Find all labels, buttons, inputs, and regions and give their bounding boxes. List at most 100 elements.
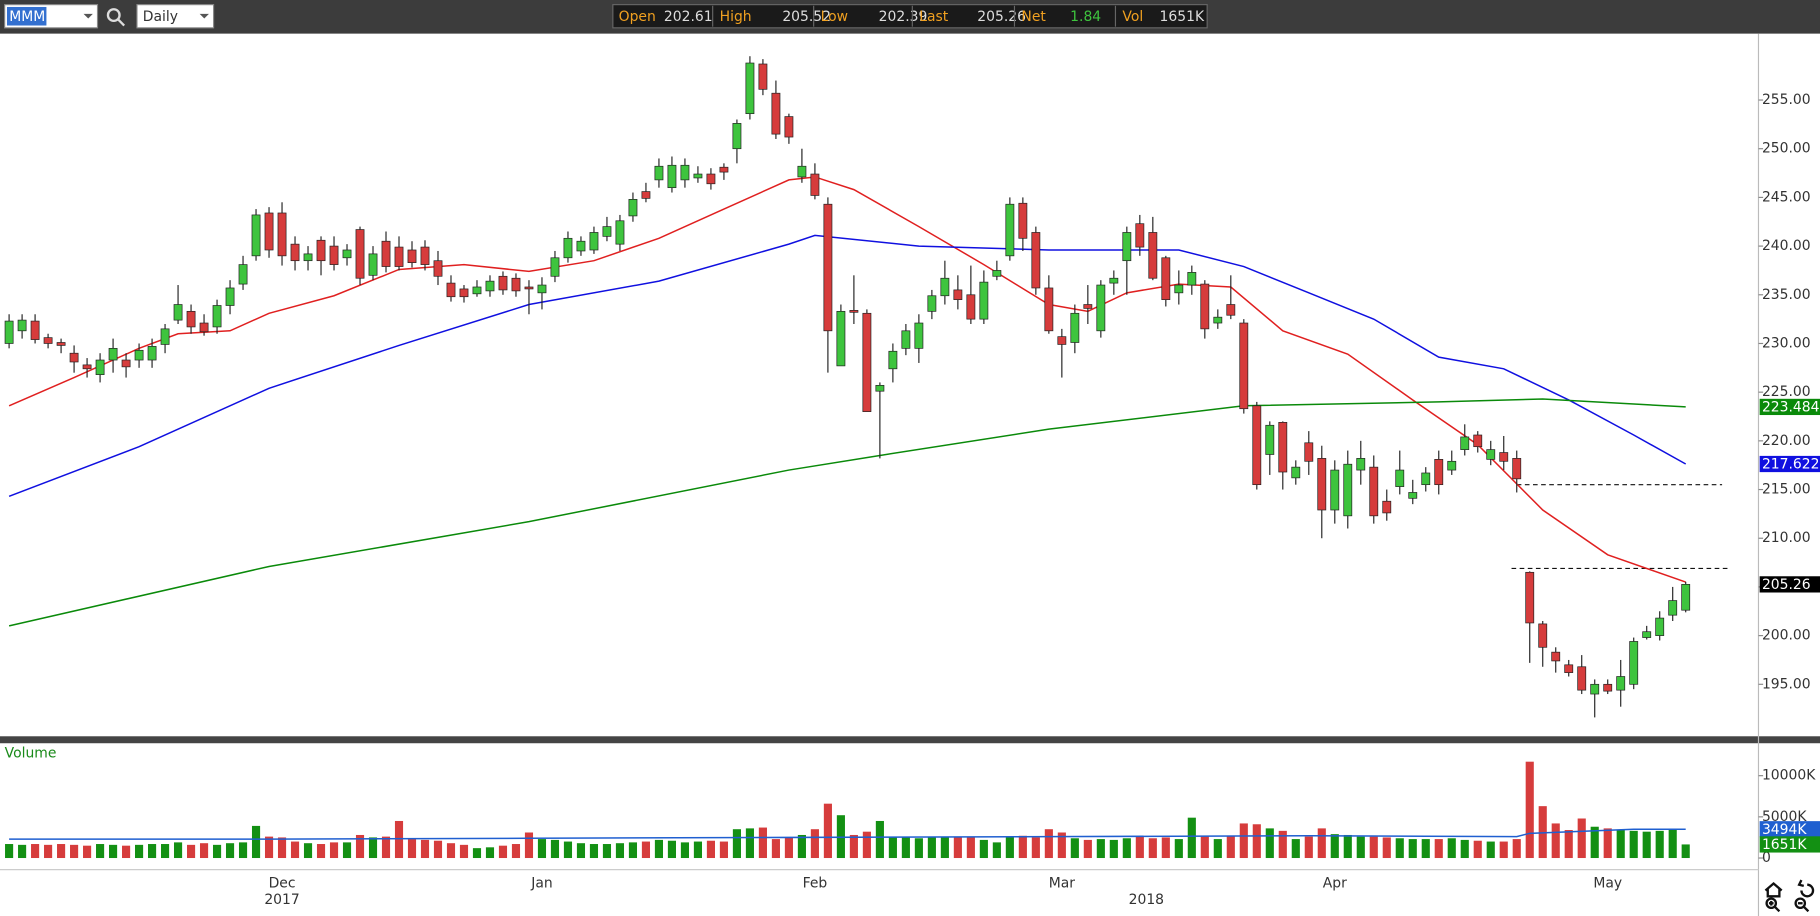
- volume-bar: [1161, 837, 1170, 859]
- volume-bar: [875, 820, 884, 859]
- candle-body: [1460, 436, 1470, 450]
- candle-body: [1200, 283, 1210, 330]
- volume-bar: [433, 840, 443, 859]
- volume-bar: [628, 842, 638, 859]
- quote-value: 205.26: [977, 9, 1026, 25]
- candle-body: [992, 270, 1002, 277]
- volume-bar: [1642, 831, 1651, 859]
- volume-bar: [615, 843, 625, 859]
- candle-body: [407, 249, 417, 263]
- candle-body: [745, 62, 755, 115]
- candle-body: [1161, 257, 1171, 301]
- volume-bar: [953, 837, 962, 859]
- y-tick-label: 0: [1762, 850, 1771, 866]
- volume-bar: [44, 844, 53, 859]
- candle-body: [394, 246, 404, 267]
- candle-body: [4, 320, 14, 344]
- moving-average: [8, 176, 1686, 583]
- candle-body: [797, 165, 807, 178]
- candle-body: [342, 249, 352, 259]
- last-price-label-box: [1759, 576, 1820, 593]
- candle-body: [420, 246, 430, 265]
- quote-label: Last: [919, 9, 949, 25]
- candle-body: [680, 164, 690, 181]
- candle-body: [1382, 500, 1392, 514]
- candle-body: [1421, 472, 1431, 486]
- volume-bar: [225, 843, 235, 859]
- selection: [6, 6, 47, 26]
- volume-bar: [238, 842, 248, 859]
- interval-select[interactable]: [136, 4, 215, 29]
- volume-bar: [641, 841, 651, 859]
- candle-body: [615, 220, 625, 245]
- volume-bar: [550, 839, 560, 859]
- volume-bar: [1499, 841, 1508, 859]
- volume-bar: [1343, 834, 1352, 859]
- y-tick-label: 220.00: [1762, 433, 1811, 449]
- volume-bar: [109, 844, 118, 859]
- volume-bar: [1486, 841, 1495, 859]
- candle-body: [628, 199, 638, 217]
- candle-body: [1005, 203, 1015, 257]
- ma-value-label-box: [1759, 398, 1820, 416]
- candle-body: [1590, 683, 1600, 695]
- candle-body: [1018, 202, 1028, 239]
- candle-body: [1681, 584, 1691, 611]
- volume-bar: [576, 843, 586, 859]
- candle-body: [901, 330, 911, 349]
- search-icon[interactable]: [106, 8, 126, 27]
- quote-box: [612, 4, 1208, 29]
- quote-label: Net: [1021, 9, 1046, 25]
- volume-bar: [472, 848, 482, 859]
- volume-bar: [1395, 838, 1404, 859]
- candle-body: [784, 116, 794, 138]
- volume-bar: [277, 837, 287, 859]
- candle-body: [1070, 312, 1080, 343]
- volume-bar: [264, 836, 274, 859]
- ma-value-label: 223.4840: [1762, 400, 1820, 416]
- candle-body: [1226, 304, 1236, 316]
- volume-bar: [1408, 839, 1417, 859]
- volume-bar: [122, 845, 131, 859]
- candle-body: [1057, 336, 1067, 345]
- volume-bar: [914, 838, 923, 859]
- candle-body: [940, 277, 950, 297]
- x-tick-label: Mar: [1049, 876, 1076, 892]
- volume-bar: [1044, 829, 1053, 859]
- candle-body: [654, 165, 664, 181]
- quote-label: Open: [619, 9, 656, 25]
- candle-body: [1031, 232, 1041, 289]
- volume-bar: [148, 844, 157, 859]
- candle-body: [1538, 623, 1548, 648]
- volume-bar: [927, 837, 936, 859]
- candle-body: [1122, 232, 1132, 262]
- candle-body: [95, 359, 105, 375]
- volume-bar: [1629, 830, 1638, 859]
- nav-icons[interactable]: [1764, 879, 1815, 913]
- volume-bar: [563, 841, 573, 859]
- candle-body: [1356, 458, 1366, 471]
- volume-bar: [1525, 761, 1534, 859]
- dropdown-arrow[interactable]: [83, 13, 93, 19]
- volume-bar: [1057, 832, 1066, 859]
- candle-body: [108, 347, 118, 361]
- candle-body: [563, 237, 573, 259]
- candle-body: [69, 352, 79, 363]
- volume-bar: [329, 842, 339, 859]
- volume-bar: [862, 831, 871, 859]
- volume-bar: [732, 829, 741, 859]
- volume-bar: [1031, 837, 1040, 859]
- candle-body: [329, 245, 339, 265]
- candle-body: [576, 240, 586, 252]
- candle-body: [1109, 277, 1119, 284]
- candle-body: [277, 212, 287, 257]
- candle-body: [1330, 469, 1340, 511]
- volume-bar: [381, 836, 391, 859]
- candle-body: [472, 286, 482, 295]
- candle-body: [459, 288, 469, 298]
- quote-value: 1.84: [1070, 9, 1101, 25]
- volume-bar: [1109, 839, 1118, 859]
- volume-bar: [1005, 837, 1014, 859]
- volume-bar: [680, 842, 689, 859]
- dropdown-arrow[interactable]: [199, 13, 209, 19]
